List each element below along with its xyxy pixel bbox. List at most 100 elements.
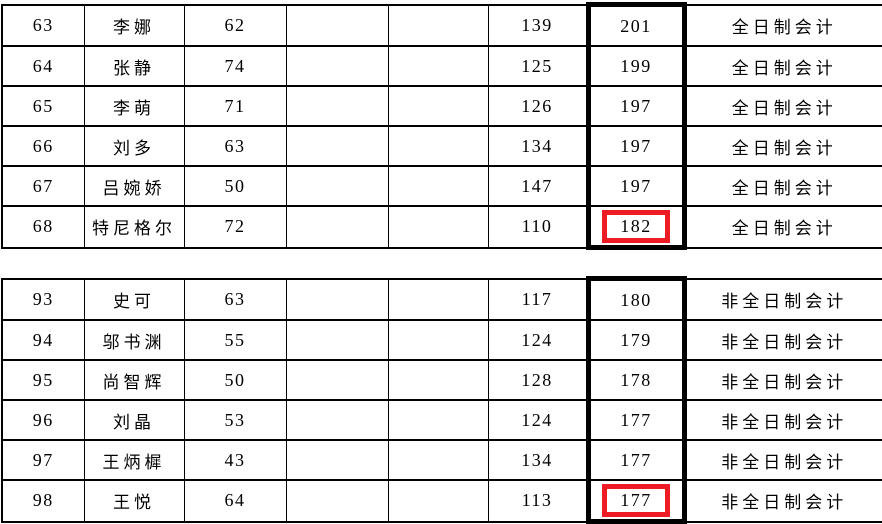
table-cell (387, 439, 489, 481)
table-cell: 95 (1, 359, 85, 401)
table-cell (285, 165, 389, 207)
table-cell: 117 (487, 277, 589, 321)
table-cell (387, 479, 489, 523)
table-cell: 97 (1, 439, 85, 481)
table-cell: 非全日制会计 (683, 439, 882, 481)
table-cell: 张静 (83, 45, 185, 87)
table-row: 94 邬书渊 55 124 179 非全日制会计 (1, 319, 882, 361)
table-cell: 64 (1, 45, 85, 87)
table-cell: 53 (183, 399, 287, 441)
total-score-cell: 201 (585, 2, 687, 47)
red-highlight-box: 182 (602, 209, 670, 243)
total-score-cell: 177 (585, 439, 687, 481)
table-row: 96 刘晶 53 124 177 非全日制会计 (1, 399, 882, 441)
table-cell (285, 359, 389, 401)
table-cell (285, 319, 389, 361)
table-cell: 非全日制会计 (683, 359, 882, 401)
table-cell (387, 205, 489, 249)
table-cell: 非全日制会计 (683, 399, 882, 441)
total-score-cell: 177 (585, 399, 687, 441)
table-cell: 55 (183, 319, 287, 361)
total-score-cell: 199 (585, 45, 687, 87)
table-cell: 史可 (83, 277, 185, 321)
table-cell: 李萌 (83, 85, 185, 127)
table-cell: 全日制会计 (683, 85, 882, 127)
table-cell: 刘多 (83, 125, 185, 167)
table-cell: 65 (1, 85, 85, 127)
table-cell: 94 (1, 319, 85, 361)
table-cell (285, 479, 389, 523)
table-cell: 全日制会计 (683, 45, 882, 87)
table-cell: 王炳樨 (83, 439, 185, 481)
table-cell: 134 (487, 125, 589, 167)
table-cell: 尚智辉 (83, 359, 185, 401)
table-cell: 李娜 (83, 3, 185, 47)
table-cell (387, 3, 489, 47)
table-cell: 147 (487, 165, 589, 207)
table-cell: 93 (1, 277, 85, 321)
total-score-cell: 177 (585, 479, 687, 524)
table-cell: 124 (487, 319, 589, 361)
table-cell: 62 (183, 3, 287, 47)
table-cell (285, 45, 389, 87)
table-cell (285, 205, 389, 249)
table-cell: 72 (183, 205, 287, 249)
total-score-cell: 197 (585, 85, 687, 127)
table-row: 66 刘多 63 134 197 全日制会计 (1, 125, 882, 167)
table-cell (285, 399, 389, 441)
red-highlight-box: 177 (602, 483, 670, 517)
table-row: 97 王炳樨 43 134 177 非全日制会计 (1, 439, 882, 481)
table-row: 68 特尼格尔 72 110 182 全日制会计 (1, 205, 882, 250)
table-row: 93 史可 63 117 180 非全日制会计 (1, 276, 882, 321)
table-cell: 王悦 (83, 479, 185, 523)
table-cell: 98 (1, 479, 85, 523)
table-cell: 邬书渊 (83, 319, 185, 361)
total-score-cell: 197 (585, 125, 687, 167)
table-cell (285, 85, 389, 127)
table-cell: 刘晶 (83, 399, 185, 441)
table-cell (285, 439, 389, 481)
table-cell: 71 (183, 85, 287, 127)
total-score-cell: 179 (585, 319, 687, 361)
table-row: 64 张静 74 125 199 全日制会计 (1, 45, 882, 87)
score-table-parttime: 93 史可 63 117 180 非全日制会计 94 邬书渊 55 124 179 非全日制会计 95 尚… (1, 276, 882, 524)
table-cell: 64 (183, 479, 287, 523)
table-row: 65 李萌 71 126 197 全日制会计 (1, 85, 882, 127)
table-cell (285, 125, 389, 167)
table-cell: 全日制会计 (683, 205, 882, 249)
table-cell (387, 85, 489, 127)
table-cell: 非全日制会计 (683, 479, 882, 523)
table-cell: 125 (487, 45, 589, 87)
table-cell: 68 (1, 205, 85, 249)
table-cell (285, 277, 389, 321)
table-cell: 全日制会计 (683, 125, 882, 167)
total-score-cell: 182 (585, 205, 687, 250)
table-cell (387, 277, 489, 321)
table-cell (285, 3, 389, 47)
table-cell: 124 (487, 399, 589, 441)
table-cell: 50 (183, 165, 287, 207)
table-cell: 74 (183, 45, 287, 87)
table-cell: 110 (487, 205, 589, 249)
table-cell (387, 165, 489, 207)
table-cell: 113 (487, 479, 589, 523)
table-cell: 特尼格尔 (83, 205, 185, 249)
table-cell: 66 (1, 125, 85, 167)
total-score-cell: 178 (585, 359, 687, 401)
table-cell: 非全日制会计 (683, 277, 882, 321)
table-cell: 非全日制会计 (683, 319, 882, 361)
table-cell (387, 45, 489, 87)
table-cell: 43 (183, 439, 287, 481)
table-row: 63 李娜 62 139 201 全日制会计 (1, 2, 882, 47)
table-cell (387, 125, 489, 167)
table-row: 67 吕婉娇 50 147 197 全日制会计 (1, 165, 882, 207)
table-cell: 134 (487, 439, 589, 481)
table-cell: 全日制会计 (683, 165, 882, 207)
table-cell: 128 (487, 359, 589, 401)
table-cell: 126 (487, 85, 589, 127)
table-cell: 63 (183, 125, 287, 167)
table-cell (387, 359, 489, 401)
total-score-cell: 180 (585, 276, 687, 321)
table-cell (387, 399, 489, 441)
